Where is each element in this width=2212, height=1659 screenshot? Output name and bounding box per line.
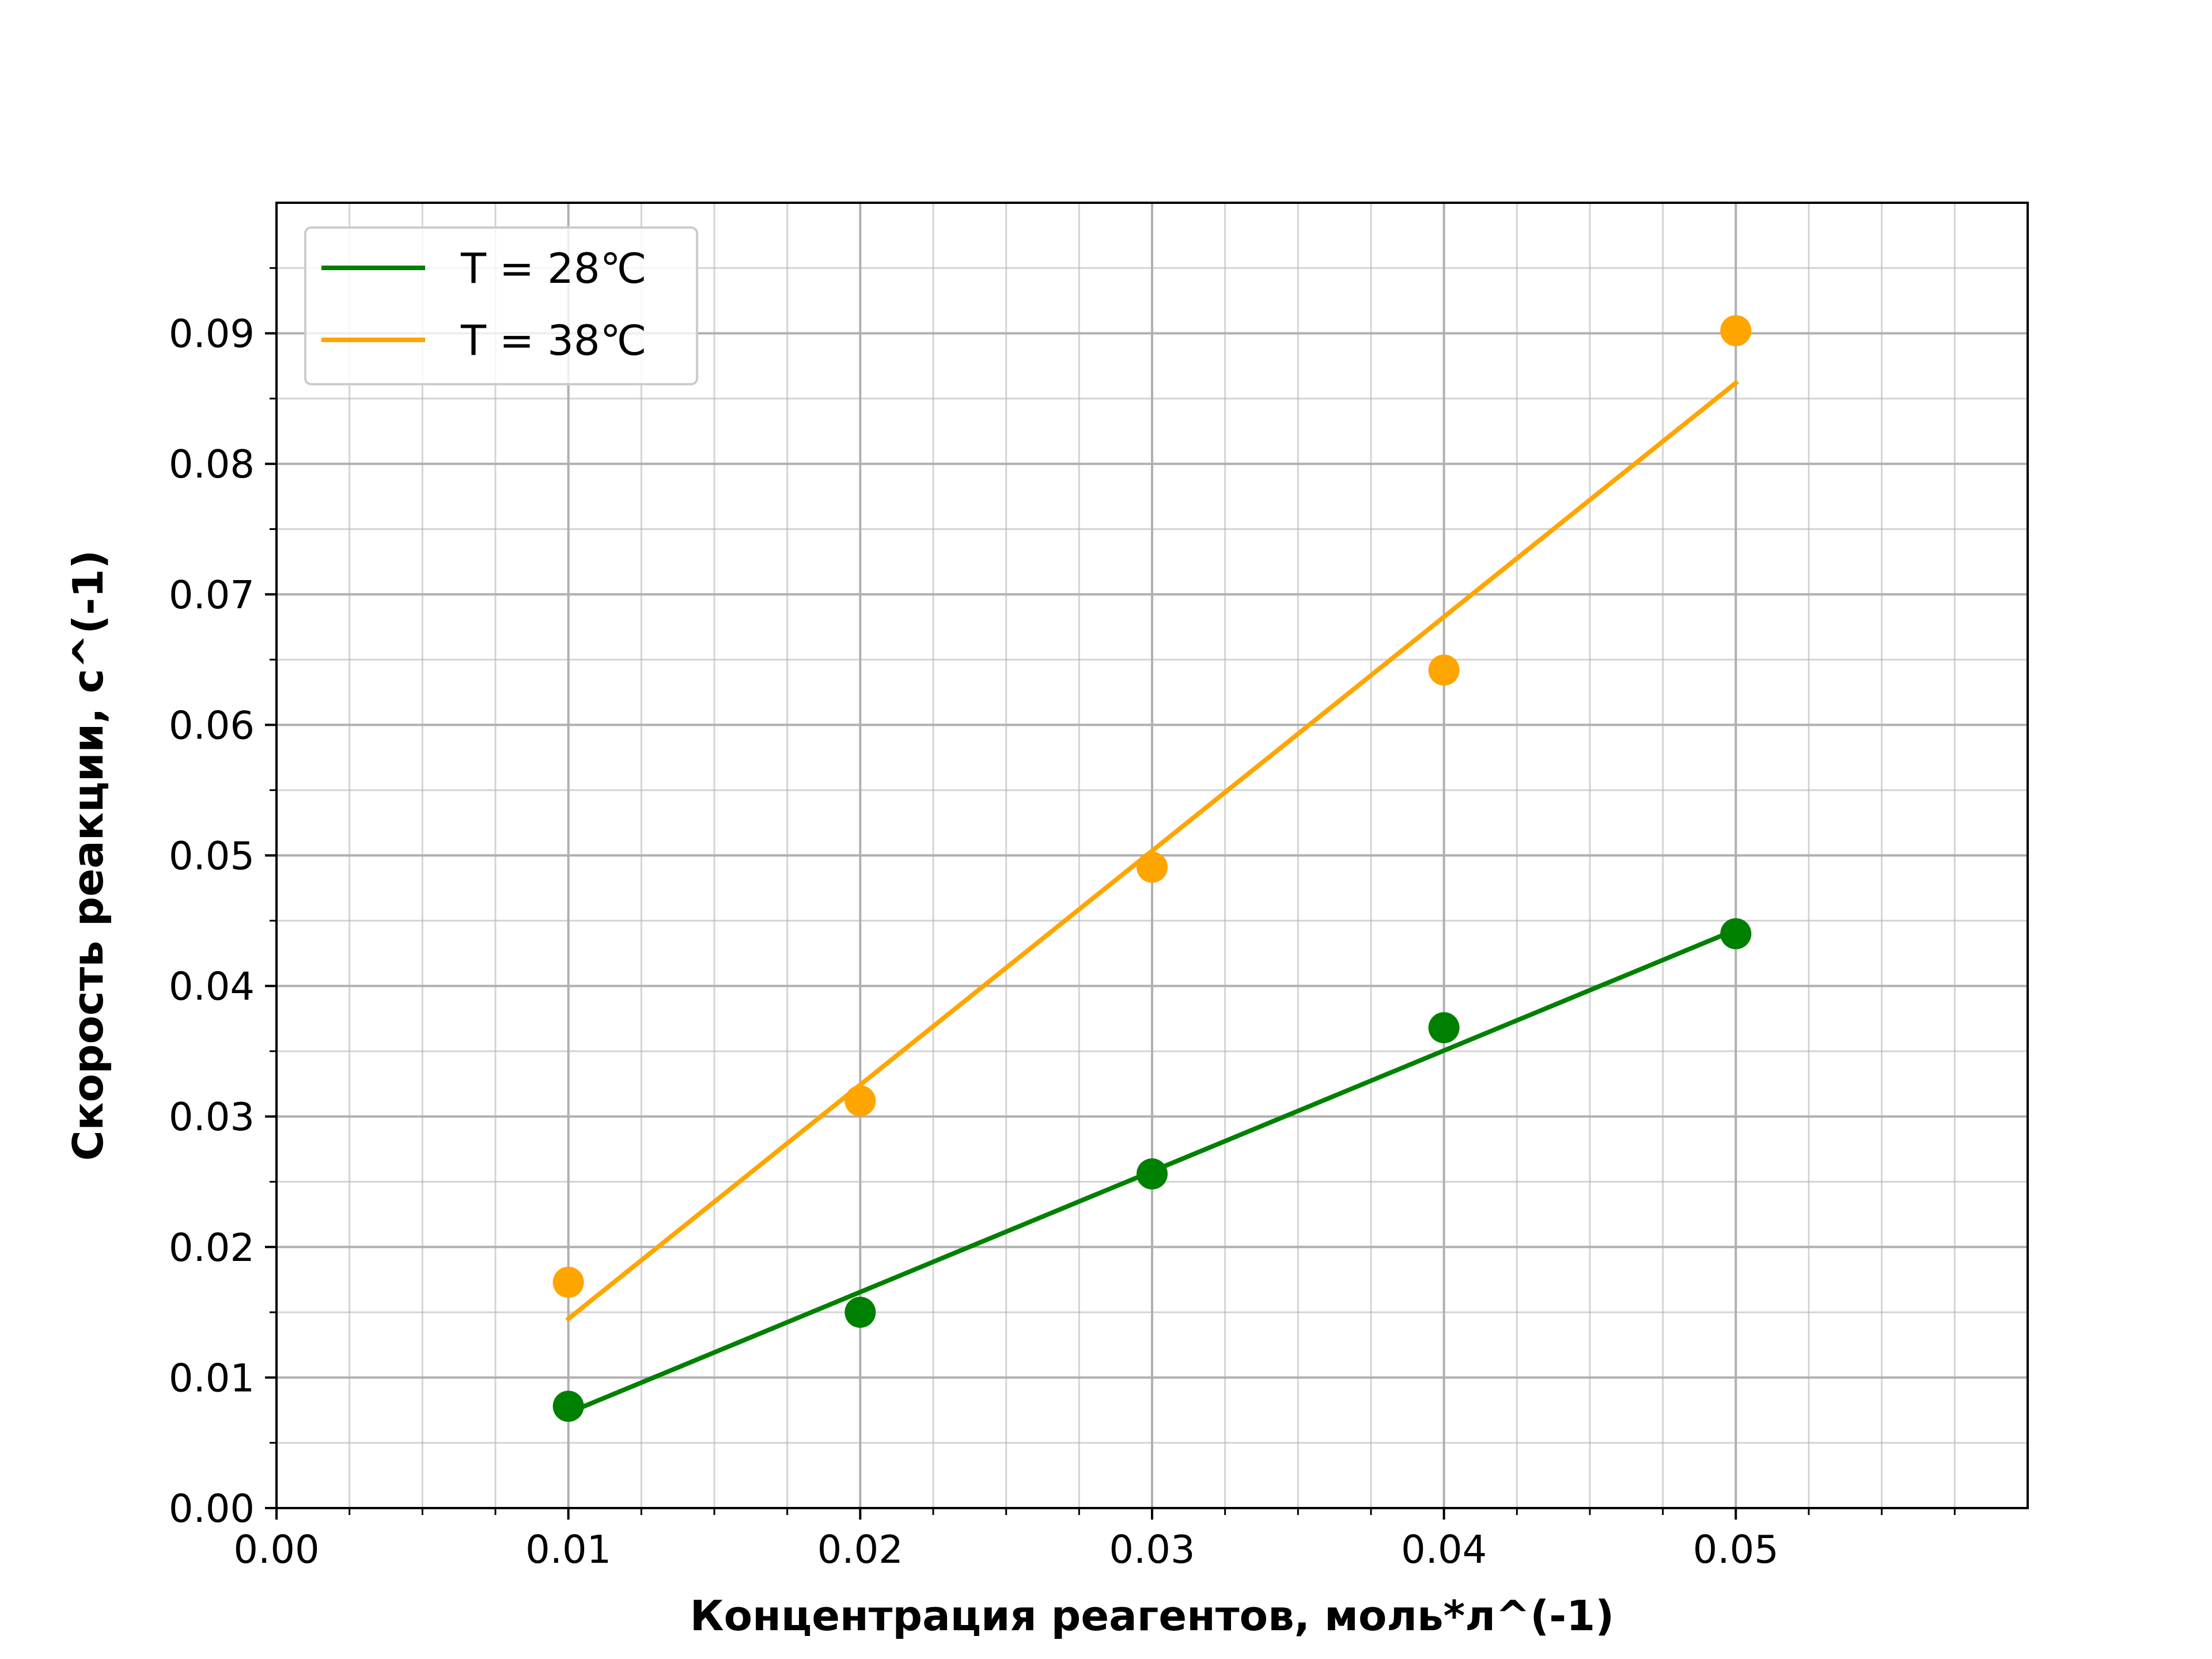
series-point-1 (844, 1085, 876, 1117)
series-point-1 (1137, 851, 1168, 883)
y-tick-label: 0.05 (169, 834, 255, 878)
y-tick-label: 0.06 (169, 703, 255, 748)
axis-ticks (265, 267, 1956, 1520)
y-tick-label: 0.03 (169, 1094, 255, 1139)
series-point-0 (844, 1297, 876, 1328)
y-tick-label: 0.01 (169, 1355, 255, 1400)
series-point-0 (1428, 1012, 1460, 1044)
series-line-1 (565, 380, 1739, 1323)
legend-label-38: T = 38℃ (460, 316, 647, 365)
legend-label-28: T = 28℃ (460, 244, 647, 293)
series-point-0 (1720, 918, 1752, 949)
series-point-0 (1137, 1158, 1168, 1190)
x-tick-label: 0.03 (1109, 1527, 1195, 1572)
y-tick-label: 0.04 (169, 964, 255, 1009)
y-axis-label: Скорость реакции, с^(-1) (64, 550, 112, 1161)
series-point-1 (1428, 654, 1460, 686)
y-tick-label: 0.02 (169, 1225, 255, 1270)
series-point-1 (552, 1266, 584, 1298)
x-tick-label: 0.00 (233, 1527, 319, 1572)
series-point-1 (1720, 315, 1752, 347)
x-tick-label: 0.02 (817, 1527, 903, 1572)
y-tick-label: 0.09 (169, 312, 255, 357)
y-tick-label: 0.08 (169, 442, 255, 487)
x-tick-label: 0.01 (525, 1527, 611, 1572)
x-axis-label: Концентрация реагентов, моль*л^(-1) (690, 1592, 1614, 1640)
y-tick-label: 0.07 (169, 573, 255, 618)
tick-labels: 0.00 0.01 0.02 0.03 0.04 0.05 0.00 0.01 0.02 0.03… (169, 312, 1779, 1572)
x-tick-label: 0.05 (1693, 1527, 1779, 1572)
series-point-0 (552, 1391, 584, 1422)
legend: T = 28℃ T = 38℃ (304, 226, 698, 385)
series-layer (552, 315, 1752, 1422)
x-tick-label: 0.04 (1401, 1527, 1487, 1572)
y-tick-label: 0.00 (169, 1486, 255, 1531)
